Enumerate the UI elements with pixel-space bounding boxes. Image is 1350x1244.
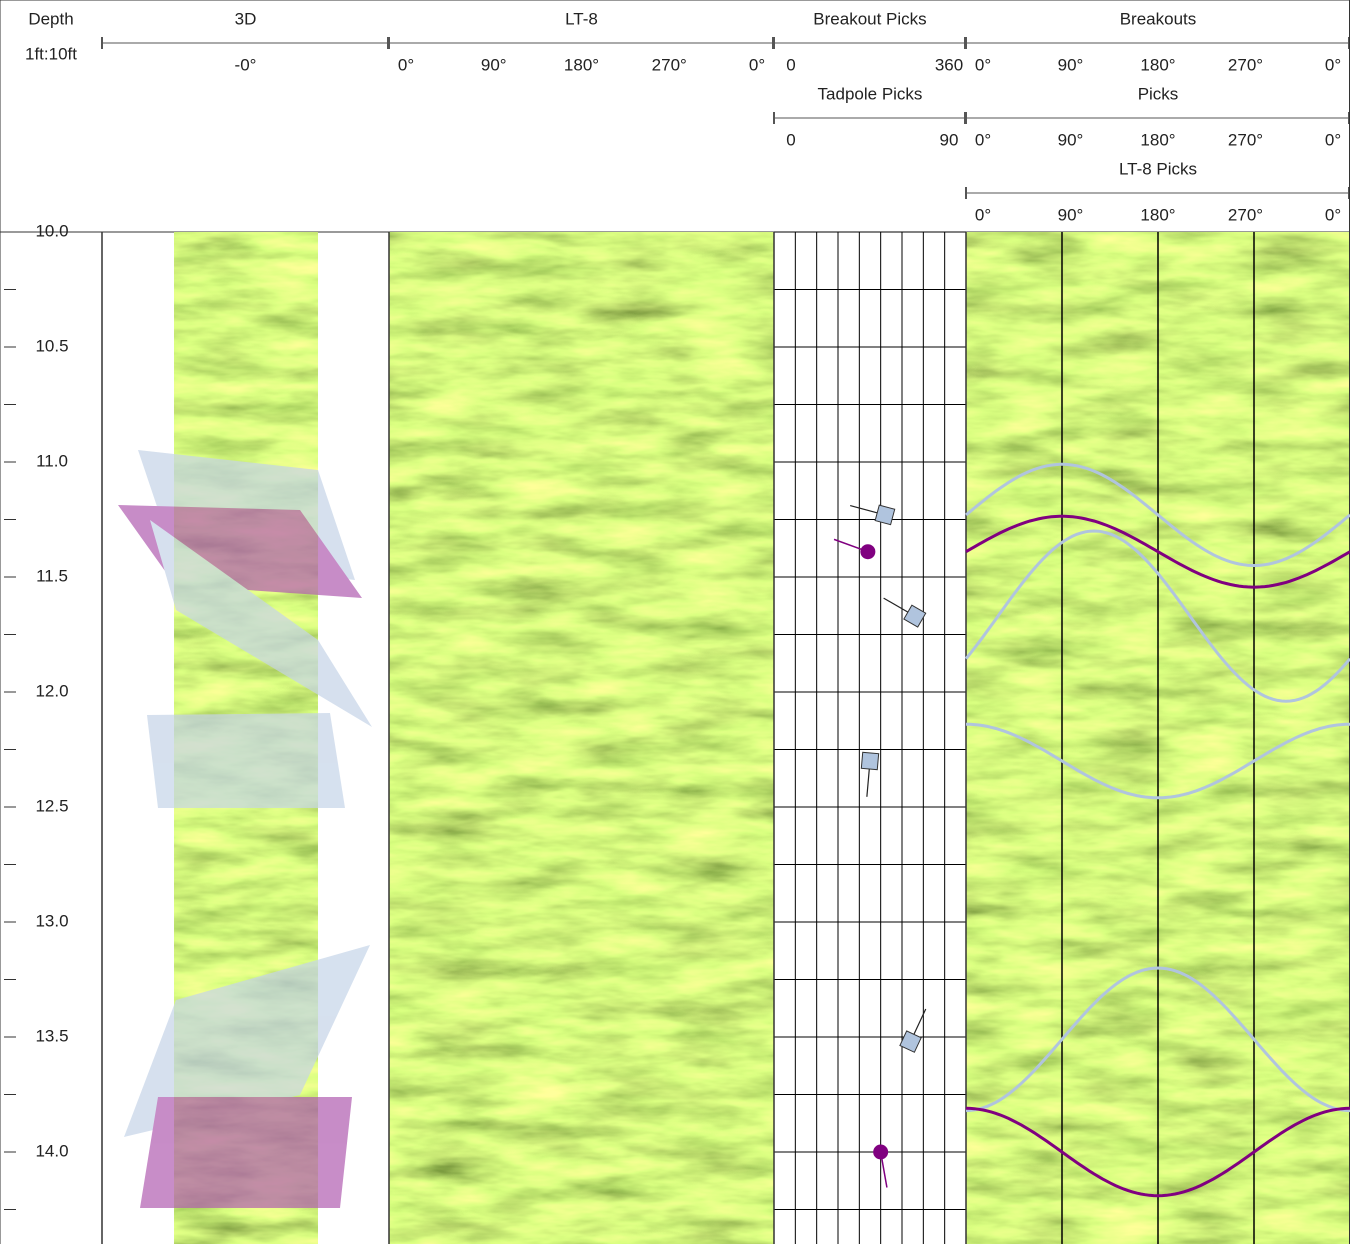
depth-label: 11.0 [36, 451, 68, 470]
tadpole [833, 538, 876, 560]
tadpole-head [860, 751, 880, 771]
scale-label: 0° [975, 55, 991, 74]
sinusoid [964, 529, 1350, 703]
scale-title: Picks [1138, 84, 1179, 103]
sinusoid [965, 966, 1350, 1113]
scale-label: 0° [749, 55, 765, 74]
scale-label: -0° [235, 55, 257, 74]
scale-label: 180° [1140, 205, 1175, 224]
tadpole [850, 504, 896, 526]
tadpole-head [874, 504, 896, 526]
scale-label: 90° [481, 55, 507, 74]
scale-label: 0° [1325, 205, 1341, 224]
scale-title: Tadpole Picks [818, 84, 923, 103]
scale-label: 0° [398, 55, 414, 74]
scale-label: 270° [652, 55, 687, 74]
scale-label: 360 [935, 55, 963, 74]
scale-label: 180° [1140, 130, 1175, 149]
depth-label: 11.5 [36, 566, 68, 585]
track-title: LT-8 [565, 9, 598, 28]
sinusoid [965, 722, 1350, 800]
scale-label: 0° [1325, 55, 1341, 74]
track-title: Depth [28, 9, 73, 28]
scale-title: LT-8 Picks [1119, 159, 1197, 178]
depth-label: 14.0 [35, 1141, 68, 1160]
depth-label: 13.0 [35, 911, 68, 930]
depth-label: 10.5 [35, 336, 68, 355]
scale-label: 270° [1228, 130, 1263, 149]
depth-label: 13.5 [35, 1026, 68, 1045]
scale-label: 90 [940, 130, 959, 149]
scale-label: 180° [1140, 55, 1175, 74]
track-title: Breakout Picks [813, 9, 926, 28]
scale-label: 0° [1325, 130, 1341, 149]
sinusoid [965, 1106, 1350, 1198]
scale-label: 90° [1058, 205, 1084, 224]
scale-label: 0° [975, 130, 991, 149]
tadpole [883, 597, 927, 628]
planes-3d [118, 450, 372, 1208]
tadpole-head [903, 604, 927, 628]
tadpole-head [860, 544, 876, 560]
tadpole [899, 1008, 927, 1053]
track-title: 3D [235, 9, 257, 28]
scale-label: 0 [786, 130, 795, 149]
lt8-image [389, 232, 774, 1244]
scale-label: 270° [1228, 205, 1263, 224]
depth-label: 10.0 [35, 221, 68, 240]
depth-label: 12.5 [35, 796, 68, 815]
sinusoid [965, 462, 1350, 567]
scale-label: 90° [1058, 55, 1084, 74]
depth-label: 12.0 [35, 681, 68, 700]
scale-label: 90° [1058, 130, 1084, 149]
sinusoid [965, 514, 1350, 589]
tadpole-head [873, 1144, 889, 1160]
track-title: Breakouts [1120, 9, 1197, 28]
scale-label: 270° [1228, 55, 1263, 74]
header [0, 0, 1350, 233]
scale-label: 0 [786, 55, 795, 74]
scale-label: 0° [975, 205, 991, 224]
tadpole [860, 751, 880, 797]
tadpole-head [899, 1030, 922, 1053]
scale-label: 180° [564, 55, 599, 74]
track-scale: 1ft:10ft [25, 44, 77, 63]
tadpole [873, 1144, 889, 1188]
